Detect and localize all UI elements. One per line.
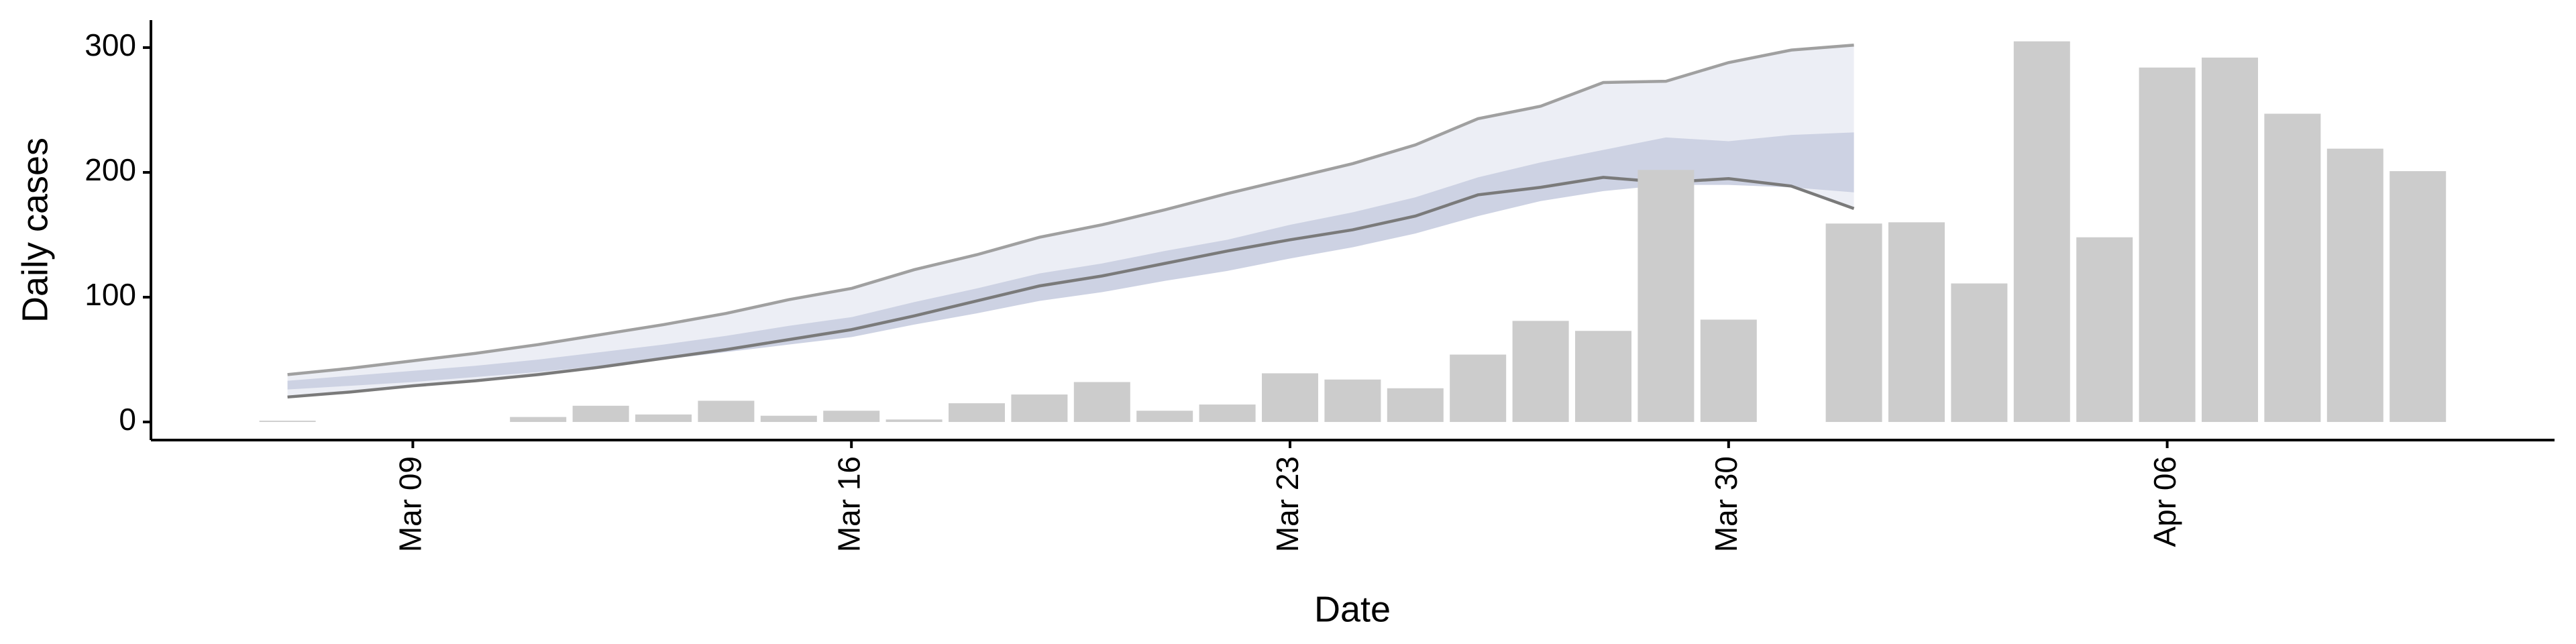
bar (2264, 113, 2321, 423)
bar (635, 414, 692, 423)
x-tick-label: Mar 16 (831, 456, 866, 552)
bar (1073, 382, 1130, 423)
outer-band (287, 45, 1854, 397)
bar (1387, 388, 1444, 423)
y-tick-label: 0 (119, 402, 136, 437)
x-tick-label: Apr 06 (2147, 456, 2182, 547)
bar (1199, 404, 1256, 423)
bar (1700, 319, 1757, 423)
y-axis-title: Daily cases (15, 138, 55, 323)
bar (259, 421, 316, 423)
x-tick-label: Mar 09 (393, 456, 428, 552)
bar (2076, 237, 2133, 423)
bar (1888, 222, 1945, 423)
y-tick-label: 100 (85, 277, 136, 312)
bar (885, 419, 943, 423)
bar (1450, 354, 1507, 423)
x-tick-label: Mar 30 (1709, 456, 1743, 552)
bar (1011, 394, 1068, 423)
lower-line (287, 176, 1855, 399)
x-tick-label: Mar 23 (1270, 456, 1305, 552)
bar (1575, 331, 1631, 423)
bar (1825, 223, 1882, 423)
bar (2390, 171, 2447, 423)
bar (2326, 148, 2383, 423)
bar (1262, 373, 1318, 423)
bar (2139, 67, 2196, 423)
bar (823, 411, 880, 423)
x-axis-title: Date (1314, 589, 1391, 629)
bar (2202, 57, 2258, 423)
bar (510, 417, 567, 423)
bar (1951, 283, 2008, 423)
bar (1638, 170, 1695, 423)
bar (1324, 379, 1381, 423)
y-tick-label: 200 (85, 152, 136, 187)
inner-band (287, 132, 1854, 390)
upper-line (287, 43, 1854, 376)
bar (949, 403, 1005, 423)
y-tick-label: 300 (85, 28, 136, 62)
bar (572, 405, 629, 423)
bar (760, 415, 817, 423)
bar (698, 400, 755, 423)
bar (2013, 41, 2070, 423)
bar (1136, 411, 1193, 423)
bar (1512, 321, 1569, 423)
